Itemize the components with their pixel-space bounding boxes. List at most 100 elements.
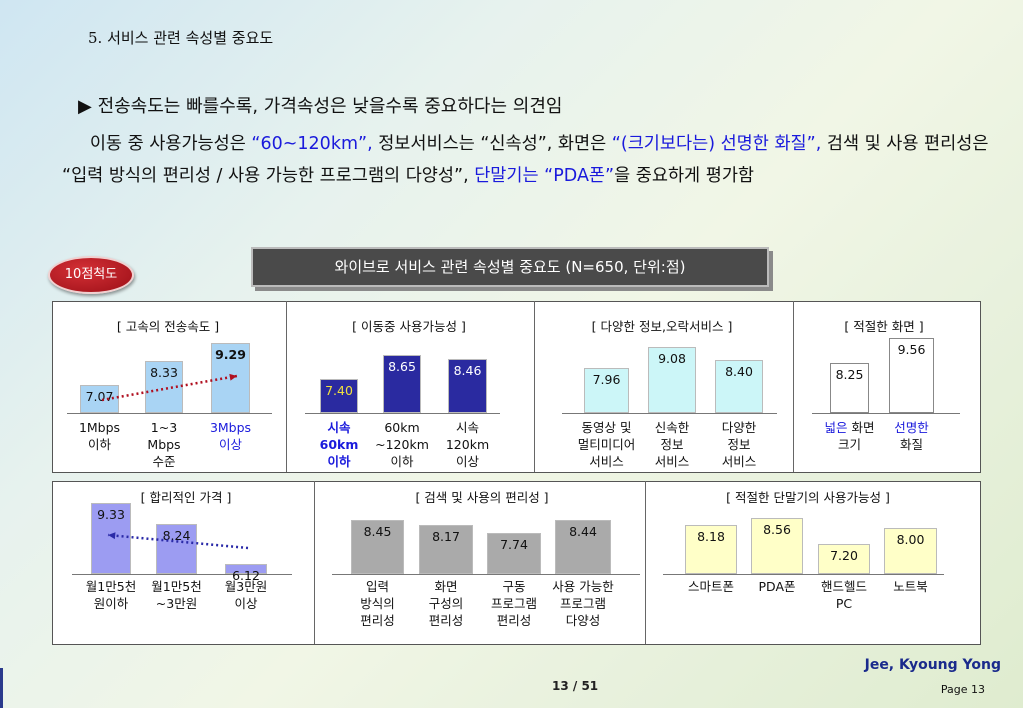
panel-divider <box>793 301 794 472</box>
bar-value-label: 9.33 <box>97 507 125 522</box>
chart-baseline <box>67 413 272 414</box>
chart-bar <box>889 338 934 413</box>
category-label: 1~3 Mbps 수준 <box>147 420 181 469</box>
chart-bar <box>715 360 763 413</box>
chart-bar <box>830 363 869 413</box>
chart-bar <box>884 528 937 574</box>
chart-bar <box>818 544 870 574</box>
category-label: 신속한 정보 서비스 <box>654 420 690 469</box>
bar-value-label: 8.46 <box>453 363 482 378</box>
summary-segment: “60~120km”, <box>251 134 373 154</box>
category-label: 넓은 화면 크기 <box>822 419 878 453</box>
panel-divider <box>314 481 315 644</box>
chart-panel-title: [ 합리적인 가격 ] <box>140 490 232 505</box>
category-label: 월1만5천 원이하 <box>85 579 137 611</box>
category-label-part: 선명한 <box>894 420 929 435</box>
category-label: 사용 가능한 프로그램 다양성 <box>552 579 614 628</box>
chart-bar <box>225 564 267 574</box>
chart-baseline <box>72 574 292 575</box>
category-label: 구동 프로그램 편리성 <box>490 579 537 628</box>
bar-value-label: 7.07 <box>85 389 114 404</box>
chart-baseline <box>562 413 777 414</box>
category-label: 동영상 및 멀티미디어 서비스 <box>577 420 636 469</box>
summary-segment: 을 중요하게 평가함 <box>614 166 755 186</box>
summary-segment: 이동 중 사용가능성은 <box>89 134 252 154</box>
category-label: PDA폰 <box>758 579 796 594</box>
chart-title: 와이브로 서비스 관련 속성별 중요도 (N=650, 단위:점) <box>251 247 769 287</box>
chart-bar <box>685 525 737 574</box>
chart-bar <box>419 525 473 574</box>
chart-baseline <box>332 574 640 575</box>
category-label: 3Mbps 이상 <box>209 420 252 452</box>
summary-segment: 정보서비스는 “신속성”, 화면은 <box>372 134 612 154</box>
category-label: 1Mbps 이하 <box>78 420 121 452</box>
author-name: Jee, Kyoung Yong <box>864 657 1001 673</box>
bar-value-label: 8.25 <box>835 367 864 382</box>
category-label-part: 화면 크기 <box>837 420 875 452</box>
bar-value-label: 8.65 <box>388 359 416 374</box>
bar-value-label: 8.45 <box>363 524 392 539</box>
chart-panel-title: [ 이동중 사용가능성 ] <box>352 319 466 334</box>
bar-value-label: 8.40 <box>725 364 753 379</box>
summary-paragraph: 이동 중 사용가능성은 “60~120km”, 정보서비스는 “신속성”, 화면… <box>62 128 992 192</box>
category-label-part: 넓은 <box>824 420 848 435</box>
chart-panel-title: [ 적절한 화면 ] <box>844 319 924 334</box>
chart-bar <box>320 379 358 413</box>
category-label: 월3만원 이상 <box>224 579 268 611</box>
chart-bar <box>751 518 803 574</box>
scale-badge: 10점척도 <box>48 256 134 294</box>
chart-bar <box>648 347 696 413</box>
chart-panel-title: [ 다양한 정보,오락서비스 ] <box>591 319 733 334</box>
category-label: 노트북 <box>893 579 928 594</box>
slide-edge-accent <box>0 668 3 708</box>
bar-value-label: 9.56 <box>897 342 926 357</box>
bar-value-label: 9.08 <box>658 351 686 366</box>
bar-value-label: 7.40 <box>325 383 353 398</box>
bar-value-label: 7.20 <box>830 548 858 563</box>
chart-panel-title: [ 고속의 전송속도 ] <box>116 319 220 334</box>
category-label: 입력 방식의 편리성 <box>360 579 395 628</box>
bar-value-label: 8.44 <box>569 524 597 539</box>
chart-baseline <box>812 413 960 414</box>
category-label: 시속 120km 이상 <box>445 420 490 469</box>
chart-bar <box>584 368 629 413</box>
bar-value-label: 8.17 <box>432 529 460 544</box>
bar-value-label: 6.12 <box>232 568 260 583</box>
chart-baseline <box>305 413 500 414</box>
chart-panel-title: [ 검색 및 사용의 편리성 ] <box>415 490 549 505</box>
chart-bar <box>383 355 421 413</box>
bar-value-label: 8.24 <box>162 528 191 543</box>
page-ref: Page 13 <box>940 683 985 696</box>
page-number: 13 / 51 <box>552 679 599 693</box>
summary-bullet: ▶ 전송속도는 빠를수록, 가격속성은 낮을수록 중요하다는 의견임 <box>78 96 563 117</box>
chart-bar <box>448 359 487 413</box>
panel-divider <box>286 301 287 472</box>
category-label: 월1만5천 ~3만원 <box>151 579 202 611</box>
summary-segment: 검색 및 사용 편리성은 “입력 방식의 편리성 / 사용 가능한 프로그램의 … <box>62 134 989 186</box>
category-label: 시속 60km 이하 <box>319 420 359 469</box>
category-label: 60km ~120km 이하 <box>375 420 429 469</box>
bar-value-label: 8.56 <box>763 522 791 537</box>
bar-value-label: 8.33 <box>150 365 178 380</box>
summary-segment: 단말기는 “PDA폰” <box>474 166 615 186</box>
category-label-part: 화질 <box>899 437 923 452</box>
chart-bar <box>555 520 611 574</box>
bar-value-label: 8.00 <box>896 532 925 547</box>
chart-bar <box>487 533 541 574</box>
category-label: 핸드헬드 PC <box>820 579 867 611</box>
panel-divider <box>534 301 535 472</box>
bar-value-label: 7.74 <box>500 537 528 552</box>
panel-divider <box>645 481 646 644</box>
chart-baseline <box>663 574 944 575</box>
category-label: 화면 구성의 편리성 <box>428 579 464 628</box>
bar-value-label: 7.96 <box>592 372 621 387</box>
category-label: 다양한 정보 서비스 <box>721 420 757 469</box>
chart-bar <box>351 520 404 574</box>
category-label: 스마트폰 <box>687 579 734 594</box>
summary-segment: “(크기보다는) 선명한 화질”, <box>611 134 822 154</box>
category-label: 선명한 화질 <box>884 419 940 453</box>
chart-panel-title: [ 적절한 단말기의 사용가능성 ] <box>726 490 890 505</box>
bar-value-label: 9.29 <box>215 347 246 362</box>
slide-heading: 5. 서비스 관련 속성별 중요도 <box>88 29 274 47</box>
bar-value-label: 8.18 <box>697 529 725 544</box>
